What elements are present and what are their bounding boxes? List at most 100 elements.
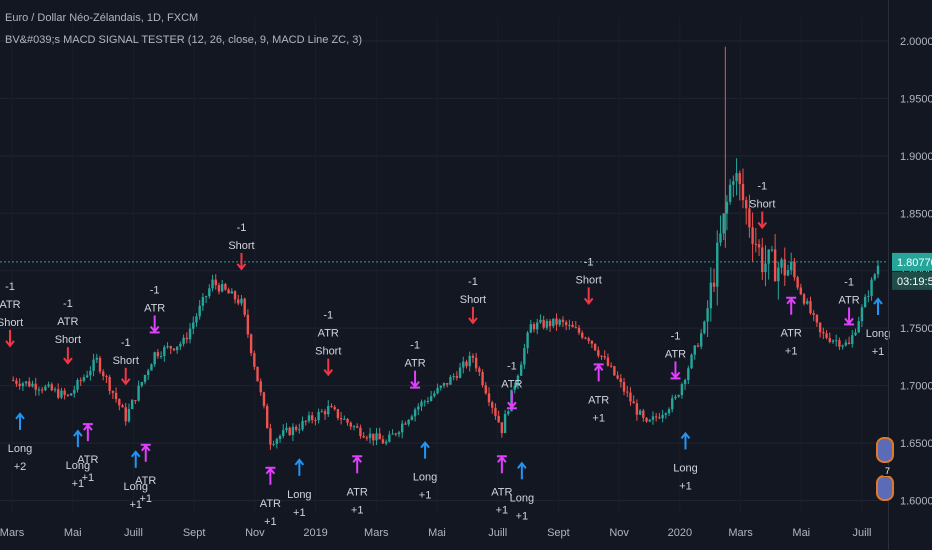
time-axis[interactable]: Mars Mai Juill Sept Nov 2019 Mars Mai Juill Sept N…	[0, 527, 871, 539]
signal-long: Long +1	[673, 431, 698, 492]
candle-body	[143, 375, 147, 383]
candle-body	[356, 426, 359, 428]
candle-body	[626, 391, 629, 393]
candle-body	[815, 314, 819, 323]
candle-body	[667, 409, 671, 414]
candle-body	[735, 173, 738, 182]
candle-body	[18, 383, 21, 387]
candle-body	[85, 375, 89, 378]
candle-body	[574, 327, 578, 329]
candle-body	[847, 342, 851, 344]
candle-body	[558, 319, 561, 325]
candle-body	[294, 426, 298, 430]
candle-body	[89, 370, 92, 376]
signal-atr: ATR +1	[491, 455, 513, 516]
candle-body	[346, 418, 349, 423]
candle-body	[857, 321, 860, 333]
time-tick-label: Juill	[853, 527, 872, 539]
alert-bubble-icon[interactable]	[876, 437, 894, 463]
signal-label: ATR	[838, 294, 859, 306]
candle-body	[310, 415, 314, 420]
time-tick-label: 2020	[668, 527, 692, 539]
candle-body	[92, 359, 95, 371]
candle-body	[696, 345, 700, 347]
signal-label: +1	[72, 478, 85, 490]
candle-body	[285, 427, 288, 431]
candle-body	[368, 433, 372, 439]
candle-body	[111, 390, 115, 393]
signal-label: Short	[576, 274, 602, 286]
candle-body	[121, 405, 124, 408]
candle-body	[532, 324, 536, 330]
candle-body	[500, 422, 504, 434]
signal-label: -1	[323, 310, 333, 322]
signal-arrow-head	[873, 297, 883, 305]
candle-body	[401, 423, 404, 433]
candle-body	[597, 350, 600, 356]
signal-arrow-head	[63, 357, 73, 365]
candle-body	[429, 396, 433, 401]
signal-label: +1	[785, 346, 798, 358]
candle-body	[828, 338, 831, 342]
candle-body	[519, 364, 523, 376]
candle-body	[79, 380, 82, 382]
candle-body	[37, 389, 41, 391]
signal-long: Long +2	[8, 412, 32, 473]
candle-body	[818, 322, 822, 333]
candle-body	[468, 355, 471, 367]
candle-body	[304, 420, 307, 422]
candle-body	[31, 383, 34, 387]
candle-body	[230, 291, 234, 294]
candle-body	[44, 386, 47, 391]
candle-body	[114, 392, 118, 400]
signal-short: -1 Short	[749, 181, 775, 230]
candle-body	[635, 403, 639, 415]
signal-arrow-head	[120, 378, 131, 386]
candle-body	[253, 353, 256, 367]
candle-body	[613, 366, 616, 376]
signal-label: +1	[592, 412, 605, 424]
candlestick-series	[12, 46, 880, 450]
signal-label: +1	[264, 516, 277, 528]
candle-body	[690, 354, 693, 369]
candle-body	[134, 400, 137, 402]
signal-atr: ATR +1	[260, 466, 281, 528]
signal-arrow-head	[236, 263, 247, 271]
candle-body	[153, 352, 156, 365]
price-axis[interactable]: 2.000001.950001.900001.850001.800001.750…	[892, 36, 932, 508]
candle-body	[838, 340, 841, 347]
candle-body	[159, 355, 163, 357]
last-price-tag	[892, 252, 932, 271]
signal-label: -1	[121, 337, 131, 349]
candle-body	[671, 398, 674, 410]
indicator-title[interactable]: BV&#039;s MACD SIGNAL TESTER (12, 26, cl…	[5, 34, 363, 46]
signal-arrow-head	[149, 325, 160, 334]
signal-label: -1	[671, 330, 681, 342]
candle-body	[709, 282, 713, 309]
signal-label: Long	[510, 492, 534, 504]
candle-body	[314, 419, 317, 421]
candle-body	[420, 401, 423, 407]
candle-body	[581, 332, 584, 338]
candle-body	[786, 270, 790, 276]
candle-body	[359, 427, 362, 436]
symbol-title[interactable]: Euro / Dollar Néo-Zélandais, 1D, FXCM	[5, 12, 199, 24]
signal-atr: ATR +1	[77, 423, 99, 484]
candle-body	[278, 435, 282, 440]
candle-body	[404, 423, 407, 425]
candle-body	[69, 393, 73, 396]
price-tick-label: 2.00000	[900, 36, 932, 48]
candle-body	[770, 249, 774, 251]
candle-body	[124, 407, 127, 422]
candle-body	[211, 279, 214, 289]
candle-body	[831, 340, 835, 342]
signal-short: -1 Short	[228, 222, 255, 271]
candle-body	[870, 279, 873, 296]
candle-body	[378, 433, 381, 440]
time-tick-label: Mars	[0, 527, 25, 539]
candle-body	[336, 409, 340, 419]
alert-bubble-icon-2[interactable]	[876, 475, 894, 501]
candle-body	[169, 346, 172, 349]
time-tick-label: Mars	[364, 527, 389, 539]
